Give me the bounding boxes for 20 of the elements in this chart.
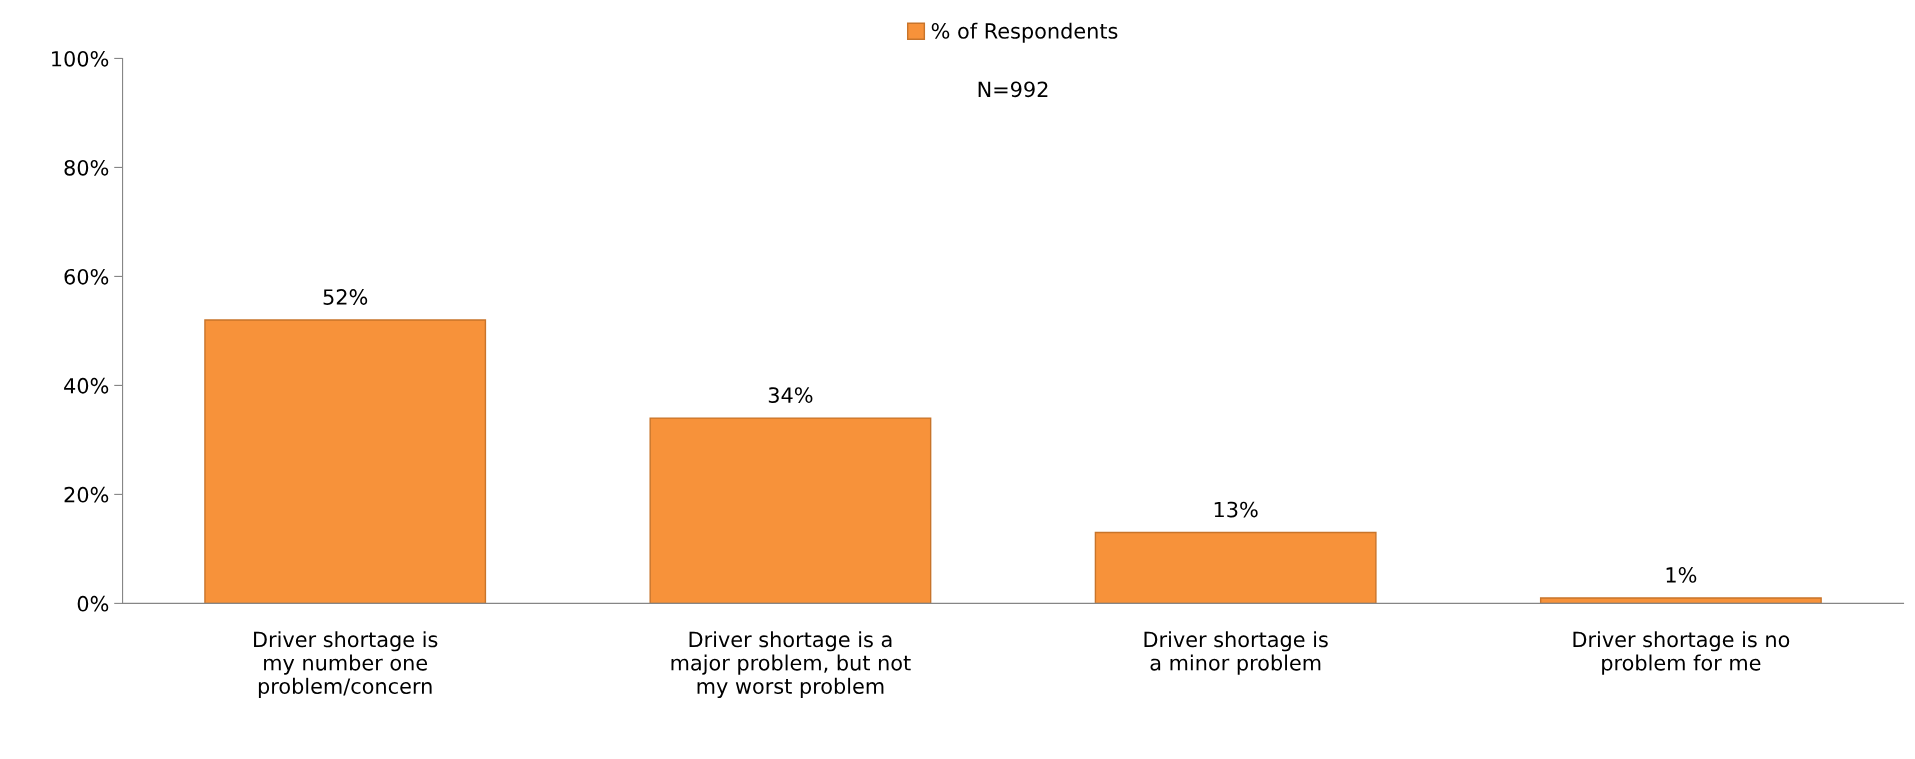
text: 52% <box>323 289 368 305</box>
legend-label: % of Respondents <box>931 22 1118 43</box>
y-tick-label: 80% <box>64 159 109 176</box>
y-tick-label: 40% <box>64 377 109 394</box>
bar <box>204 319 487 604</box>
text: 1% <box>1666 567 1697 583</box>
text: 13% <box>1214 501 1258 518</box>
y-tick-label: 60% <box>64 268 109 285</box>
y-tick-label: 0% <box>77 595 109 612</box>
y-tick-label: 100% <box>52 50 109 67</box>
y-tick-label: 20% <box>64 486 109 503</box>
bar <box>1094 531 1377 604</box>
x-tick-label: Driver shortage is a minor problem <box>1144 631 1328 675</box>
x-tick-label: Driver shortage is my number one problem/concern <box>254 631 438 698</box>
annotation: N=992 <box>978 81 1048 98</box>
x-tick-label: Driver shortage is a major problem, but not my worst problem <box>671 631 911 698</box>
bar <box>649 417 932 604</box>
bar <box>1539 597 1822 604</box>
x-tick-label: Driver shortage is no problem for me <box>1573 631 1790 675</box>
text: 34% <box>768 387 813 403</box>
